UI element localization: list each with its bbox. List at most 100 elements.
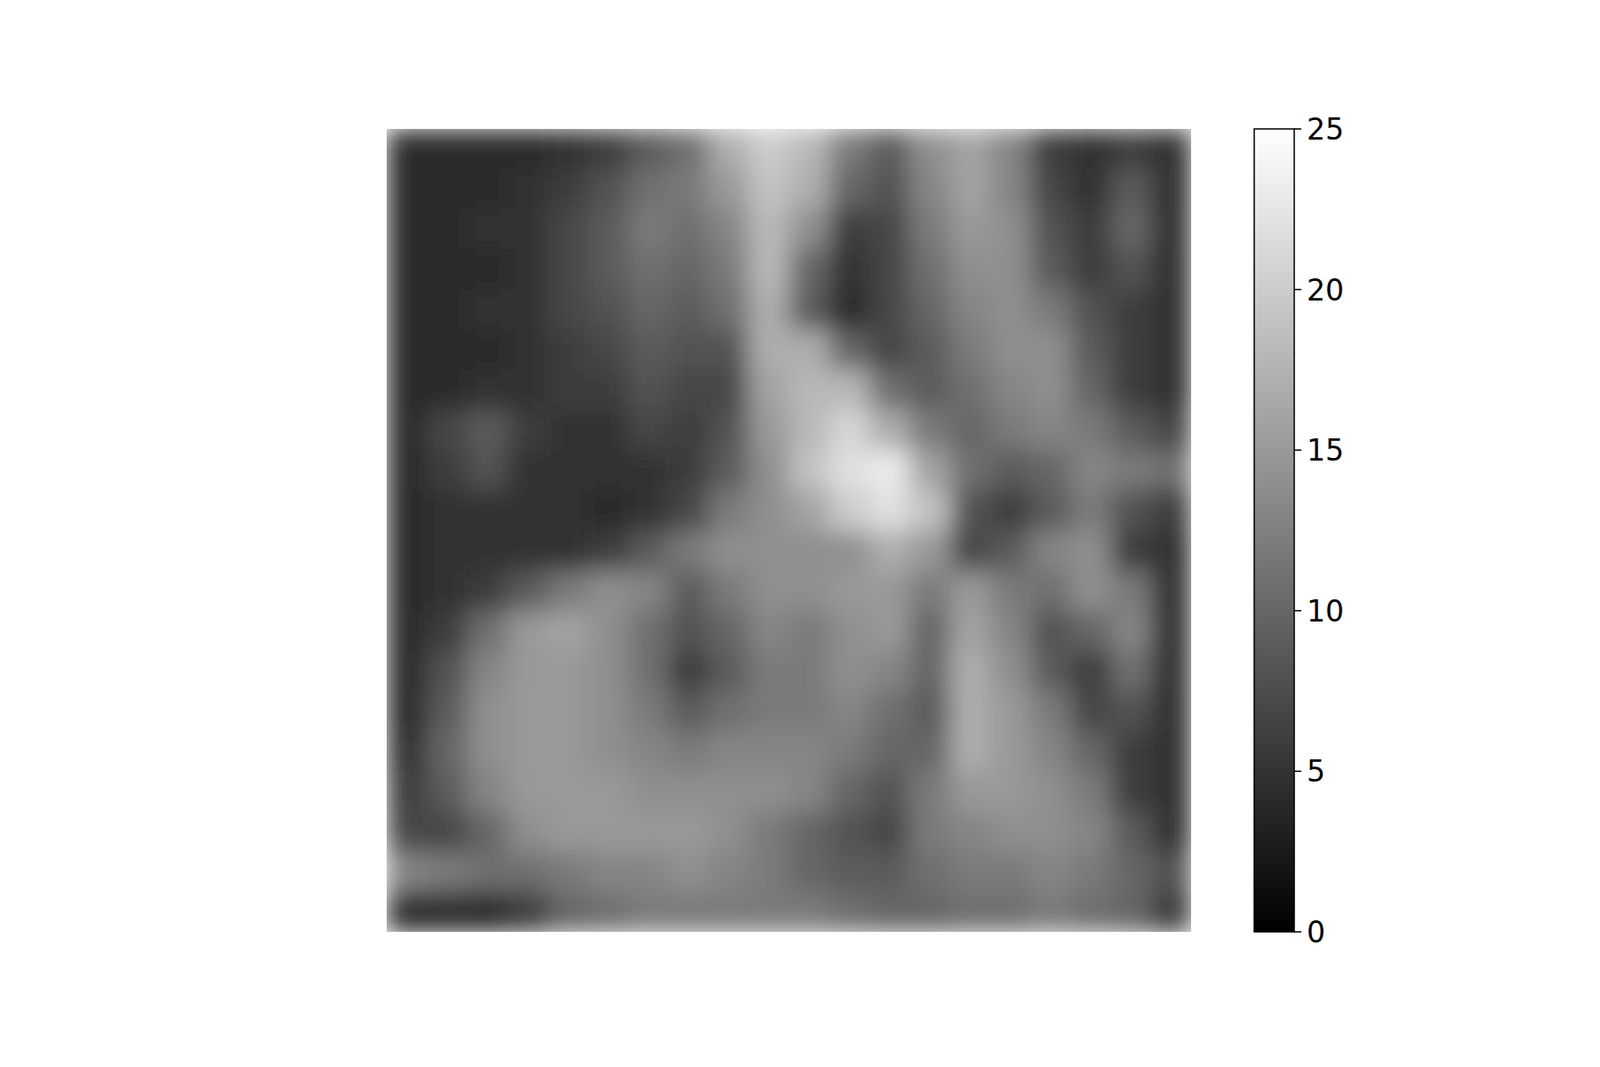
cell: [1070, 770, 1112, 812]
cell: [1111, 208, 1152, 250]
cell: [869, 289, 911, 331]
cell: [950, 770, 992, 812]
cell: [748, 409, 790, 451]
cell: [386, 650, 428, 692]
cell: [386, 248, 428, 290]
cell: [990, 449, 1032, 491]
cell: [708, 770, 750, 812]
cell: [1151, 811, 1192, 853]
cell: [547, 690, 589, 732]
cell: [829, 409, 871, 451]
cell: [386, 489, 428, 531]
cell: [1070, 650, 1112, 692]
cell: [467, 449, 509, 491]
cell: [789, 168, 831, 210]
cell: [909, 851, 951, 893]
cell: [467, 891, 509, 932]
cell: [748, 329, 790, 371]
cell: [426, 690, 468, 732]
cell: [990, 650, 1032, 692]
cell: [547, 409, 589, 451]
cell: [1111, 489, 1152, 531]
cell: [1030, 770, 1072, 812]
cell: [950, 891, 992, 932]
cell: [950, 329, 992, 371]
cell: [1030, 811, 1072, 853]
cell: [869, 248, 911, 290]
cell: [628, 369, 670, 411]
colorbar-tick: [1294, 288, 1302, 291]
cell: [1111, 570, 1152, 612]
cell: [467, 610, 509, 652]
cell: [1151, 570, 1192, 612]
cell: [386, 289, 428, 331]
cell: [628, 851, 670, 893]
cell: [869, 409, 911, 451]
cell: [426, 289, 468, 331]
cell: [386, 530, 428, 572]
cell: [909, 248, 951, 290]
cell: [869, 570, 911, 612]
cell: [386, 811, 428, 853]
cell: [829, 449, 871, 491]
cell: [628, 128, 670, 170]
cell: [547, 730, 589, 772]
cell: [587, 489, 629, 531]
cell: [426, 730, 468, 772]
cell: [587, 530, 629, 572]
cell: [990, 409, 1032, 451]
cell: [909, 289, 951, 331]
cell: [1070, 369, 1112, 411]
cell: [587, 690, 629, 732]
heatmap: [386, 128, 1192, 932]
cell: [708, 650, 750, 692]
cell: [628, 329, 670, 371]
cell: [789, 449, 831, 491]
cell: [829, 208, 871, 250]
cell: [467, 770, 509, 812]
cell: [869, 208, 911, 250]
cell: [386, 690, 428, 732]
cell: [668, 610, 710, 652]
cell: [386, 610, 428, 652]
cell: [426, 168, 468, 210]
cell: [748, 851, 790, 893]
cell: [386, 851, 428, 893]
cell: [1070, 329, 1112, 371]
cell: [869, 128, 911, 170]
cell: [547, 530, 589, 572]
cell: [950, 530, 992, 572]
cell: [748, 208, 790, 250]
cell: [789, 208, 831, 250]
cell: [1111, 449, 1152, 491]
cell: [587, 449, 629, 491]
cell: [467, 369, 509, 411]
cell: [1030, 369, 1072, 411]
cell: [507, 650, 549, 692]
cell: [909, 329, 951, 371]
cell: [507, 449, 549, 491]
cell: [909, 489, 951, 531]
cell: [547, 369, 589, 411]
cell: [909, 369, 951, 411]
cell: [789, 690, 831, 732]
cell: [1030, 650, 1072, 692]
cell: [587, 650, 629, 692]
cell: [1151, 449, 1192, 491]
cell: [789, 891, 831, 932]
colorbar-tick-label: 0: [1306, 914, 1326, 950]
cell: [1070, 128, 1112, 170]
colorbar-tick: [1294, 448, 1302, 451]
cell: [587, 770, 629, 812]
cell: [628, 770, 670, 812]
cell: [668, 128, 710, 170]
cell: [990, 530, 1032, 572]
cell: [869, 730, 911, 772]
cell: [748, 811, 790, 853]
cell: [869, 530, 911, 572]
cell: [587, 248, 629, 290]
cell: [708, 610, 750, 652]
cell: [587, 570, 629, 612]
cell: [829, 610, 871, 652]
cell: [467, 730, 509, 772]
